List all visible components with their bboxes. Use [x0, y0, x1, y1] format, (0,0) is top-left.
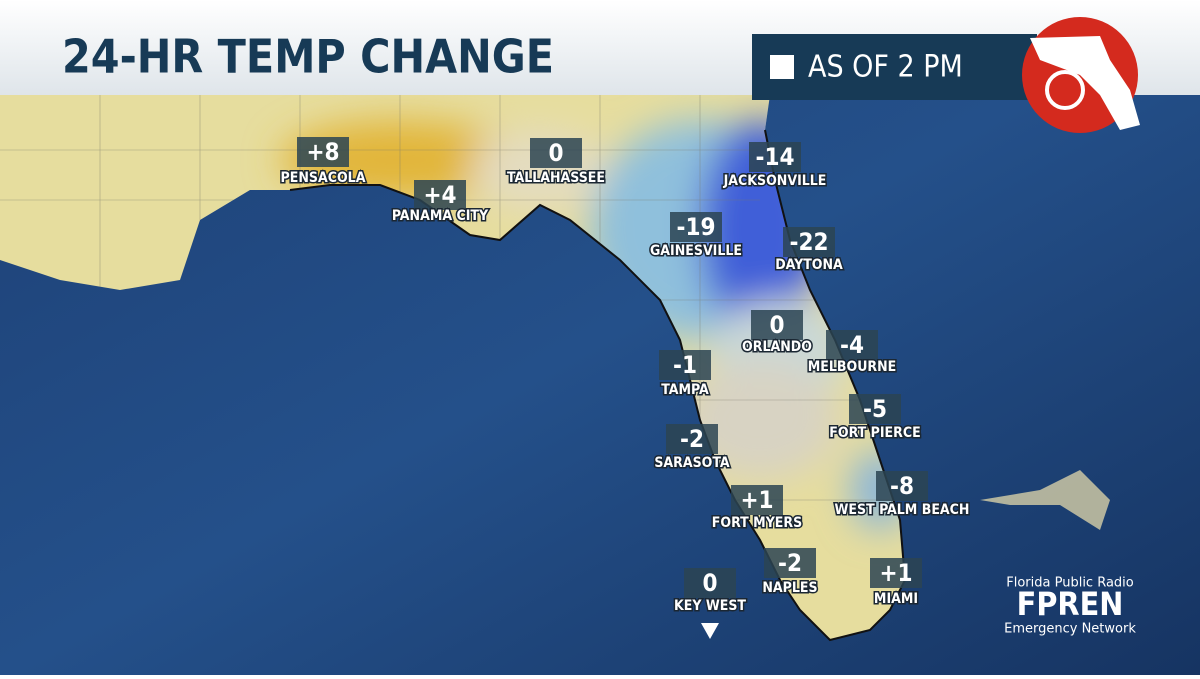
city-name: FORT PIERCE	[829, 425, 920, 441]
value-box	[751, 310, 803, 340]
temp-change: 0	[702, 569, 717, 597]
city-name: PANAMA CITY	[392, 208, 489, 224]
value-box	[783, 227, 835, 257]
city-name: JACKSONVILLE	[723, 173, 827, 189]
title: 24-HR TEMP CHANGE	[62, 30, 554, 84]
temp-change: -5	[863, 395, 887, 423]
city-name: TAMPA	[661, 382, 709, 398]
value-box	[666, 424, 718, 454]
value-box	[849, 394, 901, 424]
offmap-arrow	[701, 623, 719, 639]
logo-signal	[1045, 70, 1085, 110]
city-name: WEST PALM BEACH	[835, 502, 970, 518]
logo-brand: FPREN	[1017, 585, 1124, 623]
city-name: SARASOTA	[654, 455, 730, 471]
temp-change: -19	[676, 213, 715, 241]
city-name: MELBOURNE	[808, 359, 897, 375]
city-name: ORLANDO	[742, 339, 812, 355]
logo-florida	[1030, 36, 1140, 130]
value-box	[870, 558, 922, 588]
city-name: GAINESVILLE	[650, 243, 742, 259]
time-box	[752, 34, 1037, 100]
temp-change: -14	[755, 143, 794, 171]
value-box	[530, 138, 582, 168]
value-box	[749, 142, 801, 172]
city-name: TALLAHASSEE	[507, 170, 605, 186]
temp-change: 0	[548, 139, 563, 167]
temp-change: +4	[423, 181, 456, 209]
temp-change: +1	[879, 559, 912, 587]
value-box	[297, 137, 349, 167]
temp-change: -2	[680, 425, 704, 453]
temp-change: 0	[769, 311, 784, 339]
value-box	[659, 350, 711, 380]
time-icon	[770, 55, 794, 79]
value-box	[731, 485, 783, 515]
coastline	[289, 129, 907, 642]
value-box	[826, 330, 878, 360]
temp-change: -4	[840, 331, 864, 359]
city-name: FORT MYERS	[712, 515, 802, 531]
value-box	[684, 568, 736, 598]
temp-change: -22	[789, 228, 828, 256]
value-box	[670, 212, 722, 242]
time-label: AS OF 2 PM	[808, 50, 963, 85]
city-name: KEY WEST	[674, 598, 746, 614]
city-name: PENSACOLA	[281, 170, 366, 186]
temp-change: +1	[740, 486, 773, 514]
city-name: MIAMI	[874, 591, 918, 607]
temp-change: -1	[673, 351, 697, 379]
city-name: DAYTONA	[775, 257, 843, 273]
value-box	[876, 471, 928, 501]
city-name: NAPLES	[762, 580, 817, 596]
value-box	[414, 180, 466, 210]
temp-change: +8	[306, 138, 339, 166]
temp-change: -2	[778, 549, 802, 577]
bahamas	[980, 470, 1110, 530]
logo-line2: Emergency Network	[1004, 622, 1136, 637]
logo-line1: Florida Public Radio	[1006, 576, 1134, 591]
temp-change: -8	[890, 472, 914, 500]
value-box	[764, 548, 816, 578]
